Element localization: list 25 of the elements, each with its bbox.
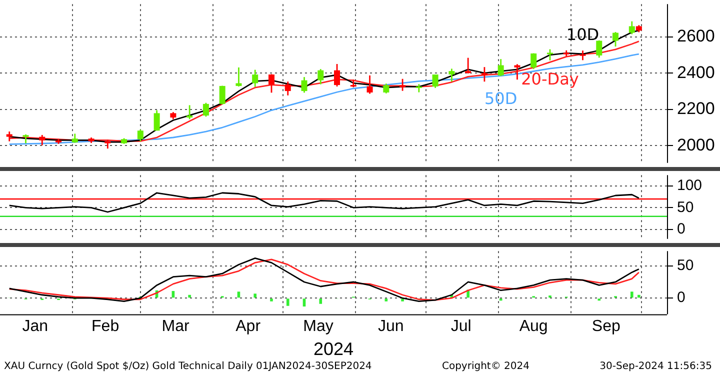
- y-tick-label: 2200: [677, 99, 715, 118]
- text: XAU Curncy (Gold Spot $/Oz) Gold Technical Daily 01JAN2024-30SEP2024: [4, 361, 372, 372]
- x-tick-label: Sep: [592, 318, 620, 336]
- x-tick-label: Mar: [162, 318, 190, 336]
- series-label: 10D: [566, 25, 600, 44]
- y-tick-label: 100: [677, 177, 702, 194]
- x-axis-title: 2024: [313, 339, 354, 360]
- x-tick-label: May: [303, 318, 334, 336]
- text: Copyright© 2024: [442, 361, 530, 372]
- y-tick-label: 2600: [677, 26, 715, 46]
- x-tick-label: Apr: [236, 318, 262, 336]
- series-label: 50D: [484, 88, 518, 108]
- x-tick-label: Feb: [92, 318, 120, 336]
- y-tick-label: 0: [677, 220, 686, 238]
- x-tick-label: Jan: [22, 318, 48, 336]
- y-tick-label: 50: [677, 198, 694, 216]
- y-tick-label: 0: [677, 289, 686, 306]
- y-tick-label: 2400: [677, 62, 715, 82]
- y-tick-label: 50: [677, 257, 694, 274]
- x-tick-label: Jul: [450, 318, 472, 336]
- series-label: 20-Day: [521, 69, 579, 88]
- y-tick-label: 2000: [677, 135, 715, 154]
- x-tick-label: Jun: [378, 318, 404, 336]
- x-tick-label: Aug: [519, 318, 548, 336]
- text: 30-Sep-2024 11:56:35: [600, 361, 712, 372]
